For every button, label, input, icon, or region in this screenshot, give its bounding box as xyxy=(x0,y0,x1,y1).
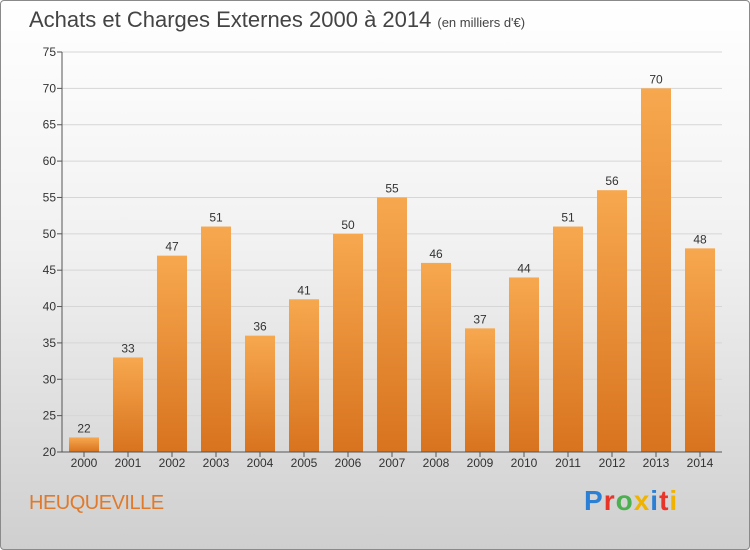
y-tick-label: 40 xyxy=(43,300,57,314)
bar[interactable] xyxy=(201,226,231,452)
bar-value-label: 33 xyxy=(121,341,135,355)
x-tick-label: 2006 xyxy=(335,456,362,470)
x-tick-label: 2008 xyxy=(423,456,450,470)
bar[interactable] xyxy=(421,262,451,452)
y-tick-label: 55 xyxy=(43,190,57,204)
bar[interactable] xyxy=(465,328,495,452)
bar[interactable] xyxy=(289,299,319,452)
y-tick-label: 35 xyxy=(43,336,57,350)
x-tick-label: 2001 xyxy=(115,456,142,470)
x-tick-label: 2003 xyxy=(203,456,230,470)
logo-letter: P xyxy=(584,485,604,516)
bar-value-label: 47 xyxy=(165,240,179,254)
proxiti-logo[interactable]: Proxiti xyxy=(584,485,678,517)
x-tick-label: 2002 xyxy=(159,456,186,470)
logo-letter: x xyxy=(633,485,651,516)
logo-letter: i xyxy=(669,485,679,516)
x-tick-label: 2007 xyxy=(379,456,406,470)
chart-subtitle: (en milliers d'€) xyxy=(437,15,526,30)
x-tick-label: 2009 xyxy=(467,456,494,470)
logo-letter: t xyxy=(659,485,670,516)
bar[interactable] xyxy=(641,88,671,452)
axes: 20 25 30 35 40 45 50 55 60 65 70 75 2000 2001 2002 2003… xyxy=(43,45,722,470)
y-tick-label: 30 xyxy=(43,372,57,386)
y-tick-label: 70 xyxy=(43,81,57,95)
x-tick-label: 2000 xyxy=(71,456,98,470)
chart-title-text: Achats et Charges Externes 2000 à 2014 xyxy=(29,7,432,32)
bar-value-label: 44 xyxy=(517,261,531,275)
x-tick-label: 2012 xyxy=(599,456,626,470)
bar[interactable] xyxy=(685,248,715,452)
x-tick-label: 2004 xyxy=(247,456,274,470)
x-tick-label: 2010 xyxy=(511,456,538,470)
bar-value-label: 50 xyxy=(341,218,355,232)
logo-letter: i xyxy=(650,485,660,516)
bar[interactable] xyxy=(377,197,407,452)
bar[interactable] xyxy=(245,335,275,452)
y-tick-label: 25 xyxy=(43,409,57,423)
bar-value-label: 55 xyxy=(385,181,399,195)
bar[interactable] xyxy=(157,255,187,452)
bar[interactable] xyxy=(553,226,583,452)
bar[interactable] xyxy=(69,437,99,452)
bar[interactable] xyxy=(113,357,143,452)
x-tick-label: 2011 xyxy=(555,456,581,470)
bar-value-label: 48 xyxy=(693,232,707,246)
bar-value-label: 70 xyxy=(649,72,663,86)
logo-letter: o xyxy=(615,485,634,516)
x-tick-label: 2005 xyxy=(291,456,318,470)
logo-letter: r xyxy=(603,485,616,516)
y-tick-label: 50 xyxy=(43,227,57,241)
bar[interactable] xyxy=(597,190,627,452)
chart-title: Achats et Charges Externes 2000 à 2014 (e… xyxy=(29,7,525,33)
bar-value-label: 51 xyxy=(209,211,223,225)
bar-value-label: 51 xyxy=(561,211,575,225)
y-tick-label: 60 xyxy=(43,154,57,168)
y-tick-label: 65 xyxy=(43,118,57,132)
bars: 22 33 47 51 36 41 50 55 46 37 44 51 56 70 48 xyxy=(69,72,715,452)
y-tick-label: 75 xyxy=(43,45,57,59)
bar-value-label: 46 xyxy=(429,247,443,261)
bar-value-label: 36 xyxy=(253,320,267,334)
commune-name: HEUQUEVILLE xyxy=(29,492,164,514)
bar[interactable] xyxy=(333,233,363,452)
y-tick-label: 45 xyxy=(43,263,57,277)
y-tick-label: 20 xyxy=(43,445,57,459)
x-tick-label: 2014 xyxy=(687,456,714,470)
bar-value-label: 41 xyxy=(297,283,311,297)
bar[interactable] xyxy=(509,277,539,452)
x-tick-label: 2013 xyxy=(643,456,670,470)
bar-value-label: 22 xyxy=(77,421,91,435)
bar-value-label: 37 xyxy=(473,312,487,326)
bar-value-label: 56 xyxy=(605,174,619,188)
